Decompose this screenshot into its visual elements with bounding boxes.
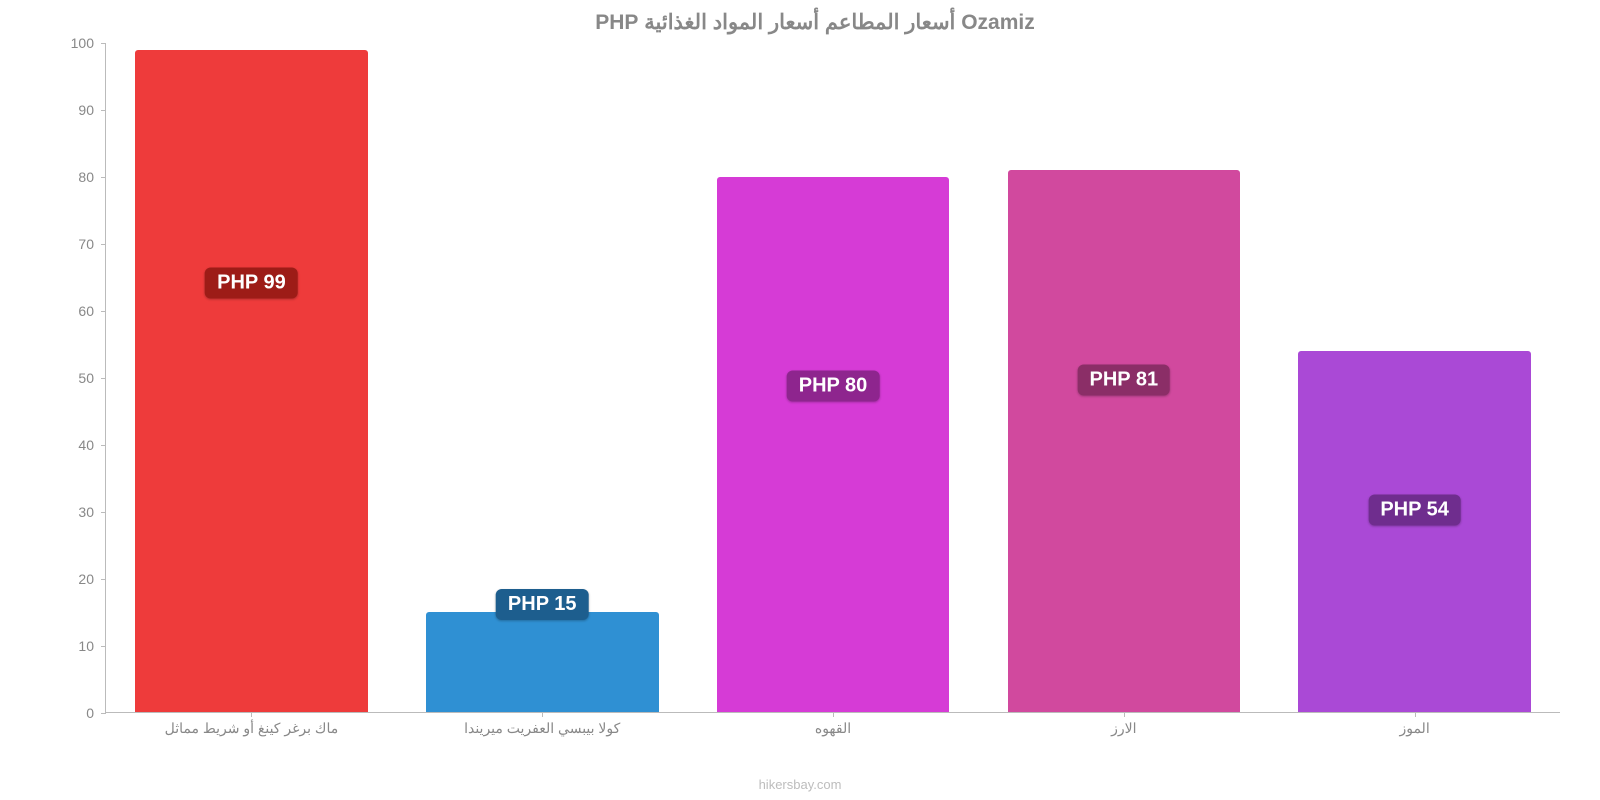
x-label: الموز	[1399, 720, 1429, 737]
x-label: القهوه	[815, 720, 851, 737]
y-tick: 100	[60, 35, 100, 51]
y-tick: 20	[60, 571, 100, 587]
x-tick	[833, 712, 834, 717]
y-tick: 40	[60, 437, 100, 453]
x-label: كولا بيبسي العفريت ميريندا	[464, 720, 620, 737]
bar-slot: PHP 54الموز	[1269, 43, 1560, 712]
y-tick: 30	[60, 504, 100, 520]
y-axis: 0102030405060708090100	[60, 43, 100, 713]
bar: PHP 80	[717, 177, 950, 712]
y-tick: 90	[60, 102, 100, 118]
value-badge: PHP 54	[1368, 495, 1461, 526]
bar: PHP 15	[426, 612, 659, 712]
x-label: ماك برغر كينغ أو شريط مماثل	[165, 720, 339, 737]
y-tick: 50	[60, 370, 100, 386]
y-tick: 0	[60, 705, 100, 721]
bar-slot: PHP 81الارز	[978, 43, 1269, 712]
x-tick	[542, 712, 543, 717]
chart-title: Ozamiz أسعار المطاعم أسعار المواد الغذائ…	[60, 10, 1570, 35]
bar-slot: PHP 99ماك برغر كينغ أو شريط مماثل	[106, 43, 397, 712]
value-badge: PHP 80	[787, 370, 880, 401]
y-tick: 10	[60, 638, 100, 654]
y-tick: 60	[60, 303, 100, 319]
plot-area: 0102030405060708090100 PHP 99ماك برغر كي…	[60, 43, 1570, 713]
value-badge: PHP 99	[205, 267, 298, 298]
value-badge: PHP 15	[496, 589, 589, 620]
bar: PHP 99	[135, 50, 368, 712]
bar: PHP 54	[1298, 351, 1531, 712]
bar-slot: PHP 15كولا بيبسي العفريت ميريندا	[397, 43, 688, 712]
bar: PHP 81	[1008, 170, 1241, 712]
bar-slot: PHP 80القهوه	[688, 43, 979, 712]
attribution-label: hikersbay.com	[0, 777, 1600, 792]
value-badge: PHP 81	[1078, 365, 1171, 396]
x-tick	[1415, 712, 1416, 717]
bars-area: PHP 99ماك برغر كينغ أو شريط مماثلPHP 15ك…	[105, 43, 1560, 713]
x-tick	[1124, 712, 1125, 717]
y-tick: 80	[60, 169, 100, 185]
x-label: الارز	[1111, 720, 1136, 737]
y-tick: 70	[60, 236, 100, 252]
price-bar-chart: Ozamiz أسعار المطاعم أسعار المواد الغذائ…	[0, 0, 1600, 800]
x-tick	[251, 712, 252, 717]
